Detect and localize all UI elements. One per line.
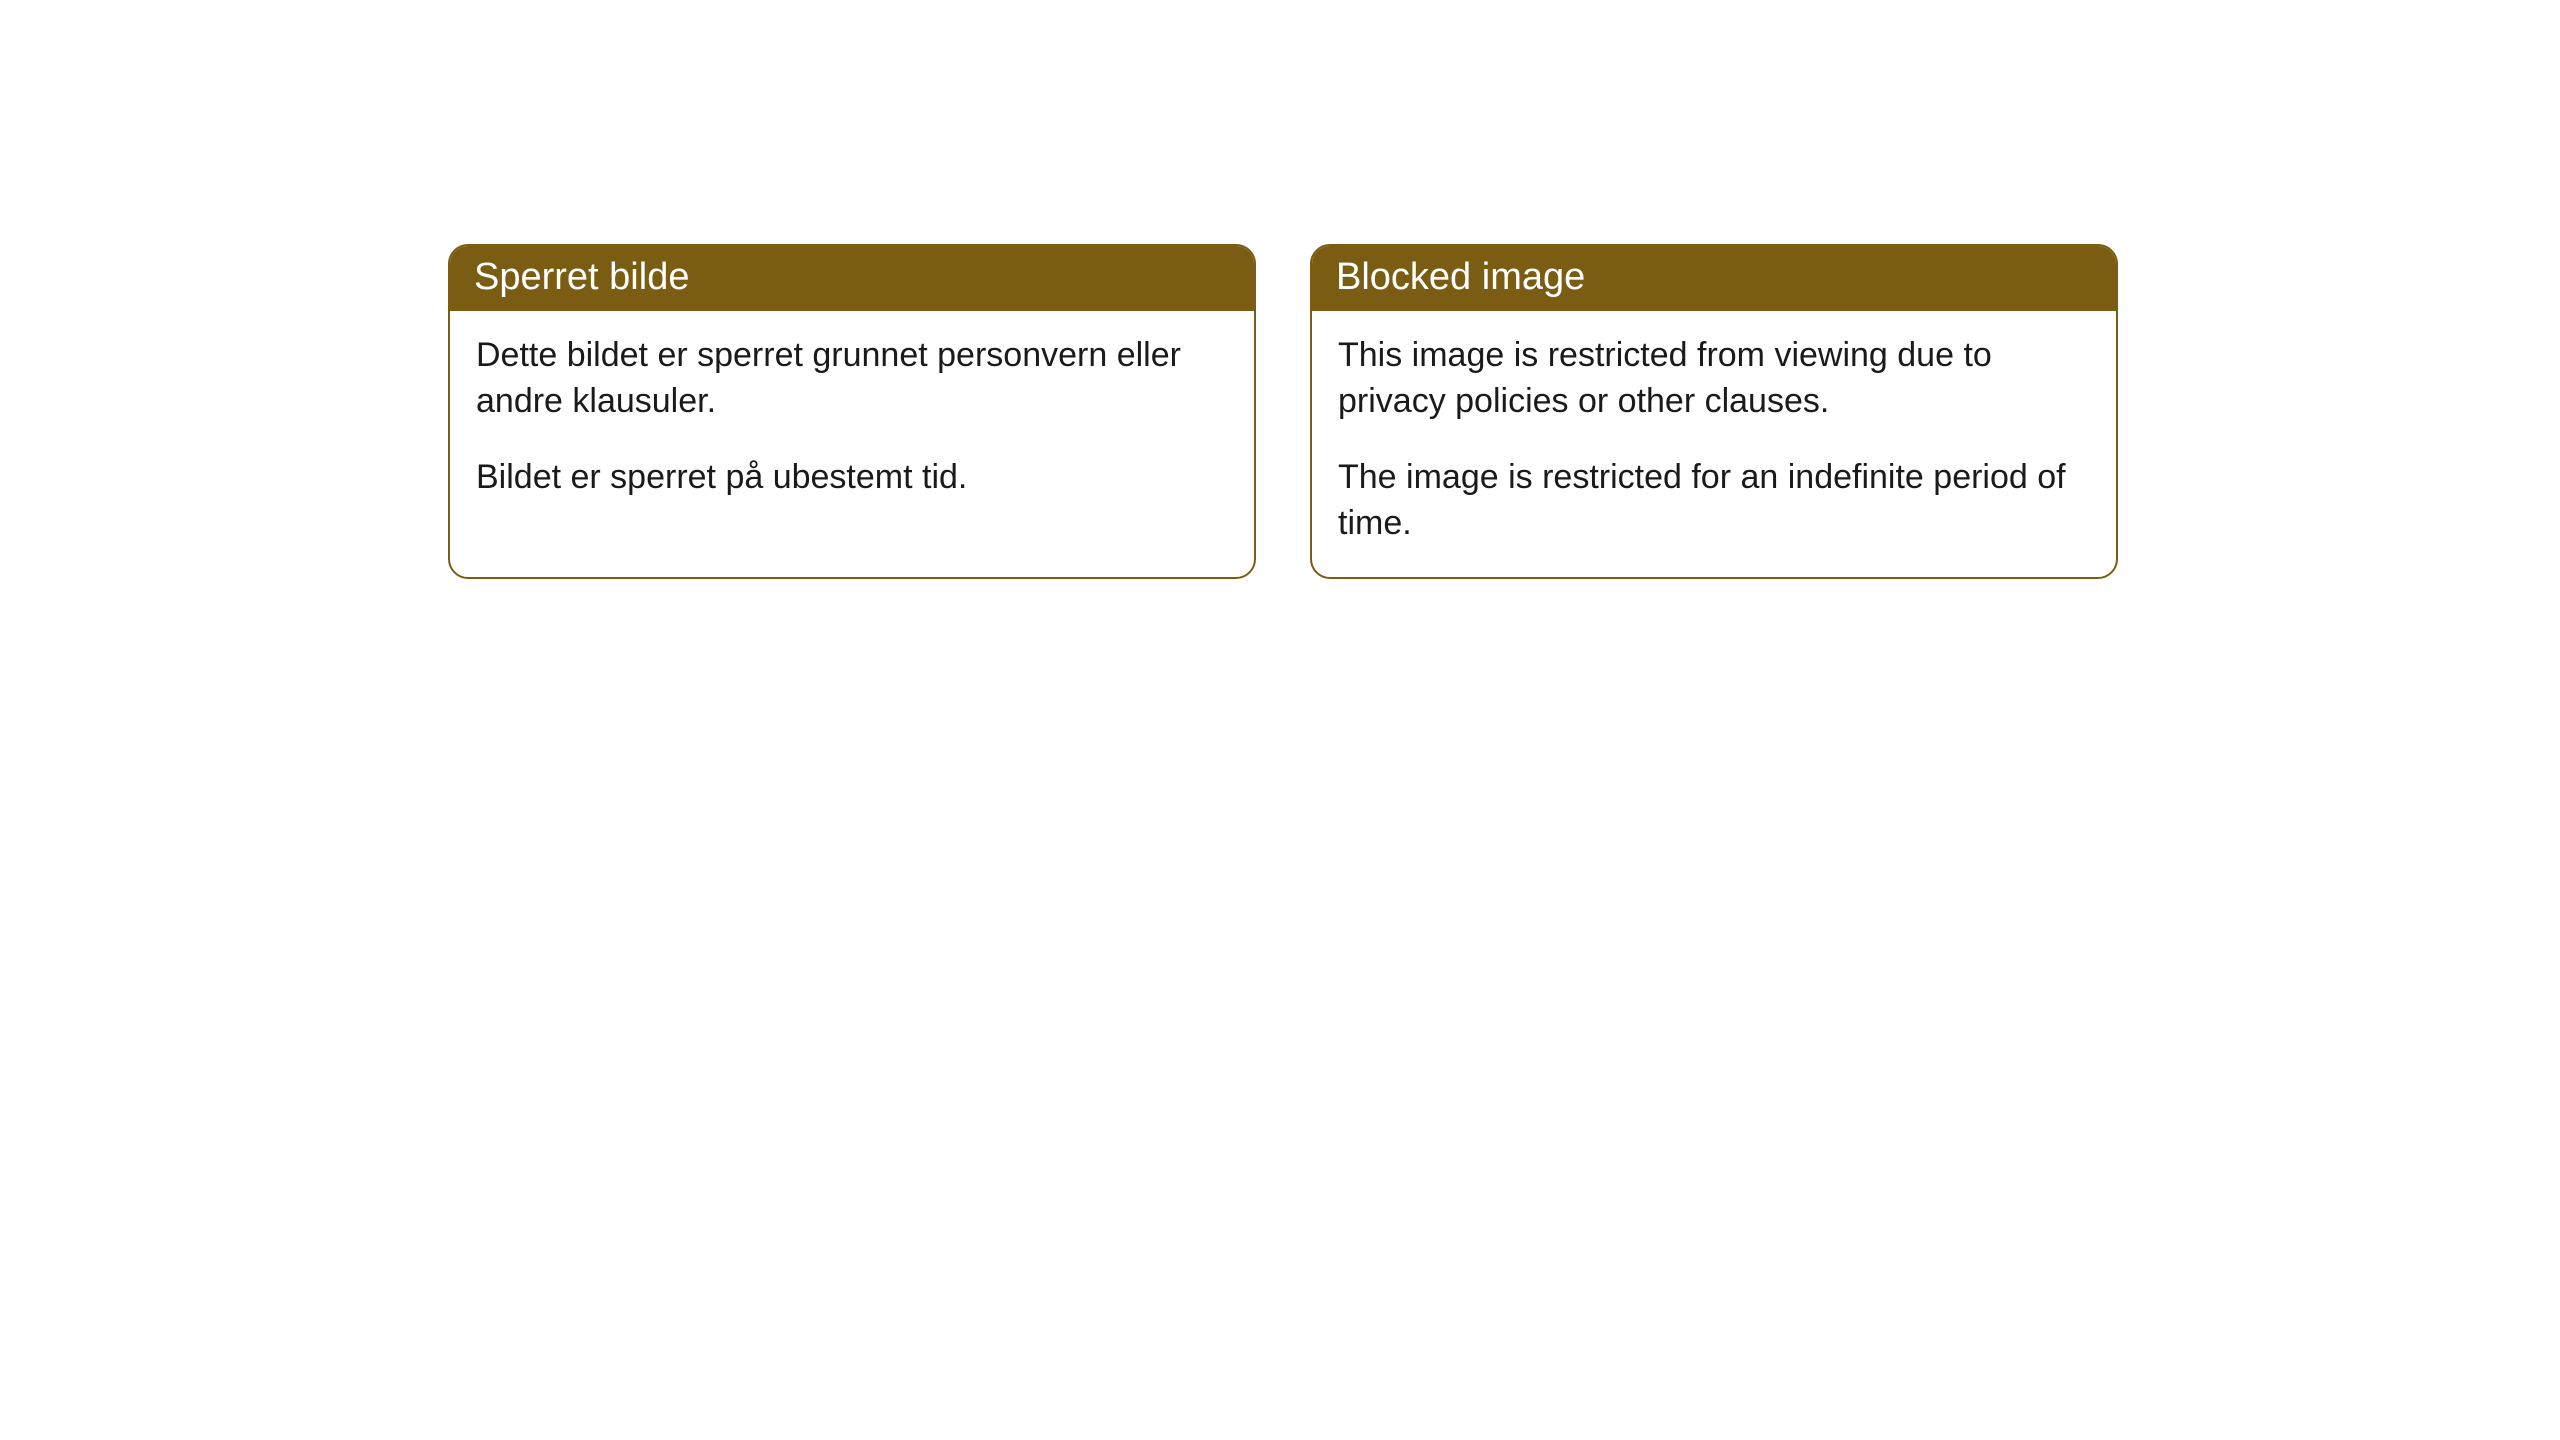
- notice-cards-container: Sperret bilde Dette bildet er sperret gr…: [448, 244, 2560, 579]
- card-paragraph-2: Bildet er sperret på ubestemt tid.: [476, 455, 1228, 501]
- card-paragraph-1: This image is restricted from viewing du…: [1338, 333, 2090, 425]
- card-paragraph-2: The image is restricted for an indefinit…: [1338, 455, 2090, 547]
- notice-card-norwegian: Sperret bilde Dette bildet er sperret gr…: [448, 244, 1256, 579]
- card-header: Sperret bilde: [450, 246, 1254, 311]
- card-header: Blocked image: [1312, 246, 2116, 311]
- card-body: This image is restricted from viewing du…: [1312, 311, 2116, 577]
- card-paragraph-1: Dette bildet er sperret grunnet personve…: [476, 333, 1228, 425]
- card-body: Dette bildet er sperret grunnet personve…: [450, 311, 1254, 531]
- notice-card-english: Blocked image This image is restricted f…: [1310, 244, 2118, 579]
